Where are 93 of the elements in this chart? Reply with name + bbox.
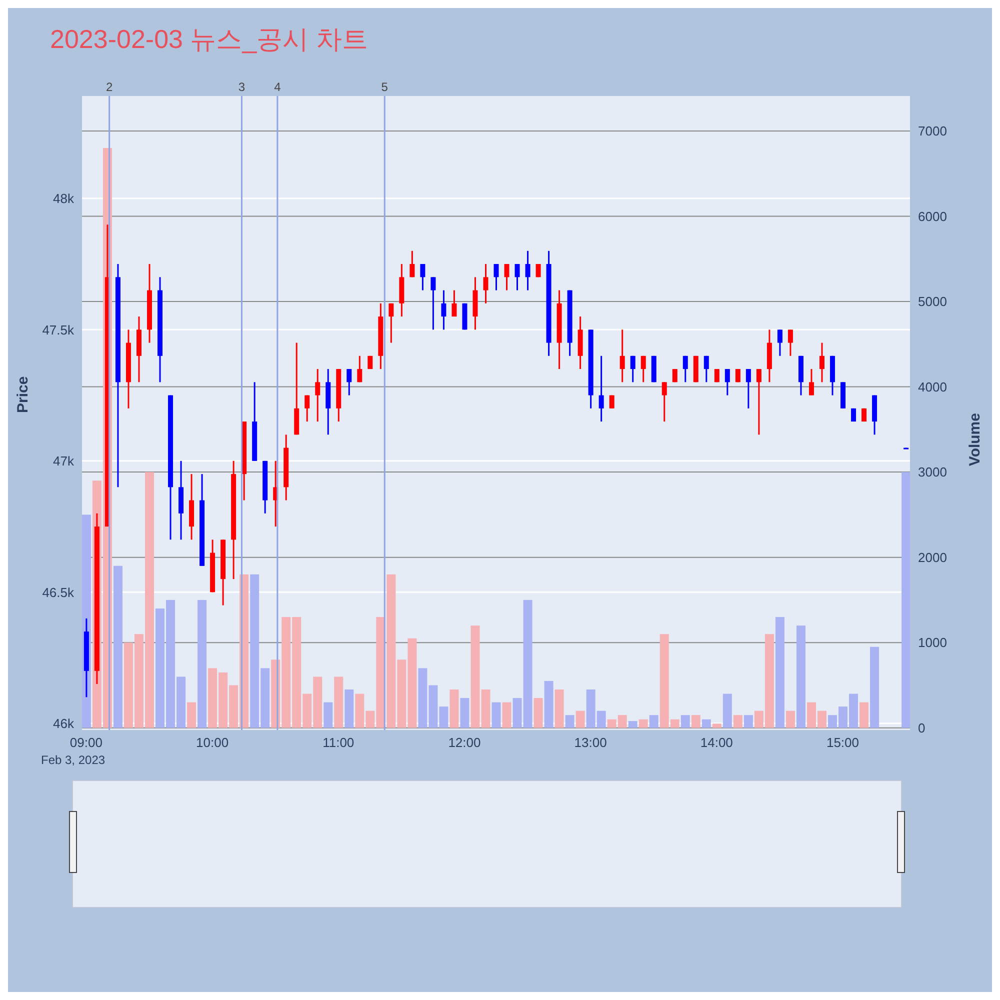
bar [870,646,880,728]
bar [534,698,543,728]
candlestick [756,368,762,436]
ref-line-label: 2 [106,80,113,94]
candlestick [788,328,793,357]
y-tick-label: 46k [53,716,74,732]
candlestick [514,263,520,292]
ref-line-label: 3 [238,80,246,94]
bar [334,676,344,728]
bar [691,715,700,728]
candlestick [598,355,604,422]
y-tick-label: 46.5k [42,584,74,600]
bar [198,600,207,728]
bar [702,719,711,728]
bar [775,617,784,728]
bar [344,689,354,728]
y2-tick-label: 5000 [918,294,947,310]
y2-tick-label: 6000 [918,208,947,224]
candlestick [714,368,720,383]
candlestick [430,276,436,330]
candlestick [441,290,446,330]
bar [796,626,806,728]
bar [492,702,501,728]
candlestick [630,355,636,383]
candlestick [388,302,394,344]
candlestick [525,250,530,292]
x-tick-label: 11:00 [322,735,354,750]
bar [324,702,333,728]
x-tick-label: 09:00 [70,735,102,750]
candlestick [357,355,362,383]
bar [786,710,795,728]
y-tick-label: 47.5k [42,322,74,338]
bar [460,698,470,728]
y-tick-label: 48k [53,191,74,206]
candlestick [620,328,625,383]
y2-tick-label: 0 [918,720,926,736]
candlestick [420,263,426,292]
bar [628,721,638,728]
bar [113,566,122,728]
candlestick [724,368,730,396]
x-tick-label: 14:00 [700,735,733,750]
bar [902,472,910,728]
y-axis-title: Price [14,376,32,413]
y-tick-label: 47k [53,454,74,469]
candlestick [483,263,488,304]
bar [638,719,648,728]
candlestick [346,368,352,396]
x-tick-label: 15:00 [826,735,860,750]
text: Feb 3, 2023 [41,753,106,767]
candlestick [315,368,320,422]
candlestick [672,368,678,383]
ref-line-label: 5 [381,80,388,94]
bar [502,702,512,728]
candlestick [819,342,824,383]
candlestick [746,368,751,410]
bar [649,715,658,728]
bar [187,702,196,728]
x-tick-label: 10:00 [196,735,229,750]
x-tick-label: 12:00 [448,735,481,750]
candlestick [410,250,415,278]
bar [722,694,732,728]
bar [860,702,869,728]
candlestick [304,394,310,422]
bar [712,724,722,728]
bar [680,715,690,728]
bar [544,680,554,728]
candlestick [682,355,688,383]
candlestick [504,263,510,292]
candlestick [536,263,541,278]
bar [733,715,742,728]
bar [565,715,574,728]
y2-tick-label: 3000 [918,464,947,480]
x-tick-label: 13:00 [574,735,607,750]
candlestick [777,328,782,357]
candlestick [494,263,499,292]
y2-tick-label: 2000 [918,550,947,565]
chart-title: 2023-02-03 뉴스_공시 차트 [50,23,368,56]
candlestick [452,290,457,318]
y2-tick-label: 4000 [918,379,947,394]
bar [744,715,753,728]
candlestick [808,368,814,396]
bar [450,689,459,728]
candlestick [662,381,667,422]
candlestick [640,355,646,383]
bar [576,710,585,728]
ref-line-label: 4 [274,80,282,94]
candlestick [704,355,709,383]
bar [554,689,564,728]
y2-tick-label: 1000 [918,635,947,650]
y2-tick-label: 7000 [918,124,947,139]
candlestick [735,368,740,383]
candlestick [609,394,614,410]
y2-axis-title: Volume [966,413,984,466]
